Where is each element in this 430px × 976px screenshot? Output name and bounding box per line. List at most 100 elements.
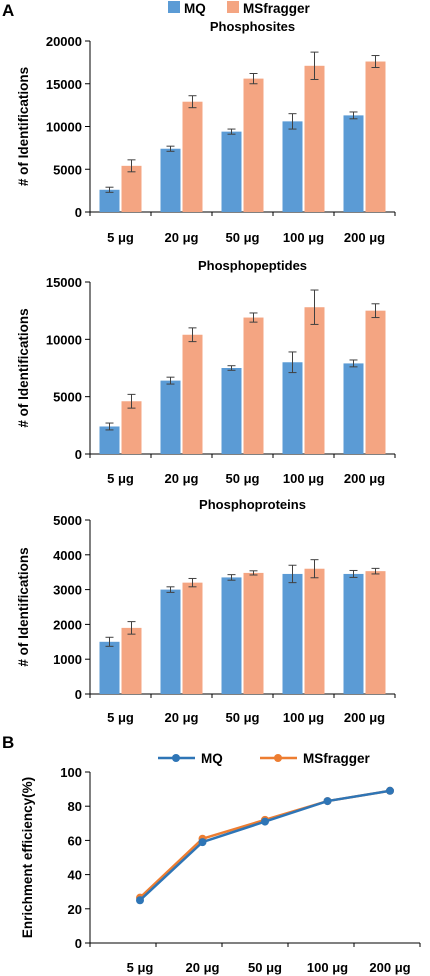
- legend-label-msfragger: MSfragger: [243, 1, 311, 16]
- y-axis-label: Enrichment efficiency(%): [20, 777, 35, 938]
- y-axis-label: # of Identifications: [16, 308, 31, 427]
- bar-msfragger: [121, 401, 142, 454]
- x-tick-label: 50 μg: [248, 960, 282, 975]
- y-tick-label: 4000: [53, 548, 82, 563]
- bar-mq: [282, 573, 303, 694]
- x-tick-label: 20 μg: [186, 960, 220, 975]
- point-mq: [198, 838, 207, 847]
- x-tick-label: 100 μg: [283, 230, 324, 245]
- bar-mq: [99, 641, 120, 694]
- bar-mq: [160, 148, 181, 212]
- y-tick-label: 0: [75, 687, 82, 702]
- y-tick-label: 10000: [46, 332, 82, 347]
- bar-msfragger: [243, 317, 264, 454]
- y-tick-label: 1000: [53, 652, 82, 667]
- x-tick-label: 50 μg: [226, 710, 260, 725]
- panel-label-a: A: [2, 1, 14, 20]
- legend-marker-mq: [172, 754, 180, 762]
- y-tick-label: 15000: [46, 77, 82, 92]
- chart-4: Enrichment efficiency(%) 0 20 40 60 80 100 5 μg…: [20, 765, 421, 975]
- series-line-msfragger: [139, 789, 391, 899]
- y-tick-label: 15000: [46, 275, 82, 290]
- legend-b-label-mq: MQ: [201, 751, 223, 766]
- y-tick-label: 3000: [53, 583, 82, 598]
- x-tick-label: 200 μg: [344, 230, 385, 245]
- series-line-mq: [139, 789, 391, 902]
- bar-msfragger: [121, 165, 142, 212]
- legend-label-mq: MQ: [184, 1, 206, 16]
- y-tick-label: 0: [75, 205, 82, 220]
- x-tick-label: 50 μg: [226, 230, 260, 245]
- bar-mq: [282, 121, 303, 212]
- x-tick-label: 20 μg: [165, 710, 199, 725]
- legend-swatch-msfragger: [227, 1, 239, 13]
- legend-marker-msfragger: [274, 754, 282, 762]
- y-tick-label: 100: [60, 765, 82, 780]
- bar-msfragger: [182, 334, 203, 454]
- x-tick-label: 100 μg: [307, 960, 348, 975]
- panel-label-b: B: [2, 733, 14, 752]
- point-mq: [261, 817, 269, 826]
- x-tick-label: 50 μg: [226, 471, 260, 486]
- x-tick-label: 200 μg: [344, 710, 385, 725]
- point-mq: [136, 896, 144, 905]
- bar-mq: [343, 115, 364, 212]
- chart-1: Phosphosites # of Identifications 0 5000 100…: [16, 19, 396, 245]
- chart-title: Phosphosites: [210, 19, 295, 34]
- y-tick-label: 0: [75, 936, 82, 951]
- y-axis-label: # of Identifications: [16, 67, 31, 186]
- chart-title: Phosphopeptides: [198, 258, 307, 273]
- x-tick-label: 100 μg: [283, 471, 324, 486]
- bar-mq: [99, 189, 120, 212]
- bar-mq: [221, 131, 242, 212]
- x-tick-label: 100 μg: [283, 710, 324, 725]
- x-tick-label: 5 μg: [127, 960, 154, 975]
- y-tick-label: 20000: [46, 34, 82, 49]
- y-tick-label: 40: [68, 868, 82, 883]
- bar-msfragger: [243, 572, 264, 694]
- bar-mq: [99, 426, 120, 454]
- y-tick-label: 80: [68, 799, 82, 814]
- bar-msfragger: [365, 571, 386, 694]
- y-tick-label: 10000: [46, 120, 82, 135]
- bar-msfragger: [365, 310, 386, 454]
- x-tick-label: 5 μg: [107, 710, 134, 725]
- point-mq: [323, 797, 332, 806]
- y-tick-label: 5000: [53, 162, 82, 177]
- bar-msfragger: [304, 307, 325, 454]
- x-tick-label: 20 μg: [165, 230, 199, 245]
- bar-mq: [343, 363, 364, 454]
- bar-msfragger: [182, 101, 203, 212]
- y-tick-label: 20: [68, 902, 82, 917]
- x-tick-label: 5 μg: [107, 471, 134, 486]
- point-mq: [386, 786, 394, 795]
- legend-b-label-msfragger: MSfragger: [303, 751, 371, 766]
- y-tick-label: 2000: [53, 617, 82, 632]
- y-tick-label: 5000: [53, 390, 82, 405]
- bar-msfragger: [121, 627, 142, 694]
- bar-mq: [221, 577, 242, 694]
- chart-3: Phosphoproteins # of Identifications 0 1000…: [16, 497, 396, 725]
- bar-mq: [343, 573, 364, 694]
- legend-swatch-mq: [168, 1, 180, 13]
- x-tick-label: 20 μg: [165, 471, 199, 486]
- legend-b: MQ MSfragger: [158, 751, 371, 766]
- chart-2: Phosphopeptides # of Identifications 0 5000…: [16, 258, 396, 486]
- bar-msfragger: [304, 568, 325, 694]
- legend-top: MQ MSfragger: [168, 1, 311, 16]
- bar-msfragger: [243, 78, 264, 213]
- y-tick-label: 5000: [53, 513, 82, 528]
- y-axis-label: # of Identifications: [16, 547, 31, 666]
- bar-mq: [282, 362, 303, 454]
- bar-msfragger: [365, 61, 386, 212]
- bar-mq: [221, 368, 242, 454]
- charts: Phosphosites # of Identifications 0 5000 100…: [16, 19, 421, 975]
- chart-title: Phosphoproteins: [199, 497, 306, 512]
- bar-mq: [160, 589, 181, 694]
- x-tick-label: 5 μg: [107, 230, 134, 245]
- x-tick-label: 200 μg: [344, 471, 385, 486]
- x-tick-label: 200 μg: [369, 960, 410, 975]
- bar-msfragger: [182, 582, 203, 694]
- bar-mq: [160, 380, 181, 454]
